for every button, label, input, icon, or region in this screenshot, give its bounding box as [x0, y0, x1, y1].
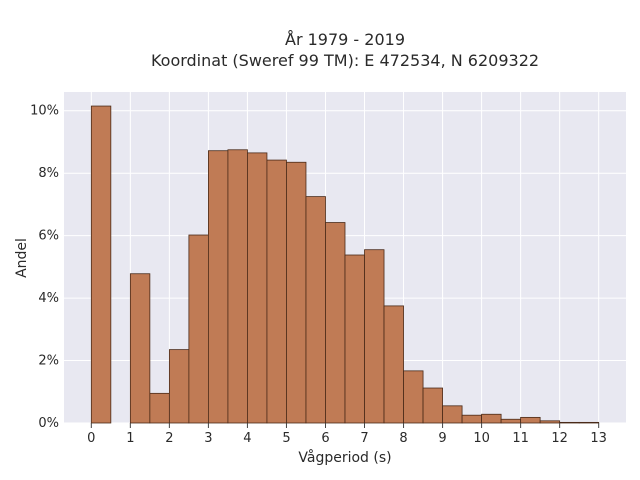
- histogram-bar: [90, 105, 112, 424]
- y-tick-label: 6%: [38, 229, 59, 244]
- histogram-bar: [520, 416, 541, 424]
- histogram-bar: [442, 405, 463, 424]
- histogram-bar: [559, 421, 580, 424]
- x-tick-label: 0: [87, 431, 95, 446]
- histogram-bar: [168, 349, 190, 424]
- histogram-bar: [422, 387, 443, 424]
- y-tick-label: 0%: [38, 416, 59, 431]
- x-tick-label: 6: [321, 431, 329, 446]
- histogram-bar: [286, 161, 307, 424]
- x-tick-label: 13: [590, 431, 607, 446]
- histogram-bar: [208, 150, 229, 424]
- x-axis-label: Vågperiod (s): [298, 449, 391, 466]
- x-tick-label: 5: [282, 431, 290, 446]
- histogram-bar: [539, 420, 561, 424]
- y-tick-label: 8%: [38, 166, 59, 181]
- x-tick-label: 1: [126, 431, 134, 446]
- histogram-bar: [266, 159, 287, 424]
- x-axis-ticks: 0 1 2 3 4 5 6 7 8 9 10 11 12 13: [87, 423, 607, 446]
- x-tick-label: 3: [204, 431, 212, 446]
- x-tick-label: 9: [438, 431, 446, 446]
- histogram-bar: [188, 234, 209, 424]
- histogram-bar: [149, 392, 170, 424]
- x-tick-label: 4: [243, 431, 251, 446]
- y-tick-label: 2%: [38, 354, 59, 369]
- y-axis-ticks: 0% 2% 4% 6% 8% 10%: [30, 104, 59, 431]
- y-tick-label: 4%: [38, 291, 59, 306]
- histogram-bar: [325, 222, 346, 424]
- histogram-bar: [129, 273, 151, 424]
- histogram-bar: [247, 152, 268, 424]
- chart-title-line2: Koordinat (Sweref 99 TM): E 472534, N 62…: [151, 51, 539, 70]
- histogram-bar: [344, 254, 365, 424]
- histogram-bar: [383, 305, 404, 424]
- chart-title-line1: År 1979 - 2019: [285, 30, 405, 49]
- x-tick-label: 10: [473, 431, 490, 446]
- x-tick-label: 2: [165, 431, 173, 446]
- histogram-bar: [500, 418, 522, 424]
- histogram-bar: [403, 370, 424, 424]
- histogram-bar: [364, 249, 385, 424]
- y-axis-label: Andel: [14, 238, 30, 278]
- bars-group: [90, 105, 600, 424]
- histogram-bar: [305, 196, 326, 424]
- x-tick-label: 12: [551, 431, 568, 446]
- histogram-bar: [227, 149, 248, 424]
- y-tick-label: 10%: [30, 104, 59, 119]
- histogram-bar: [461, 414, 482, 424]
- x-tick-label: 8: [399, 431, 407, 446]
- histogram-bar: [481, 413, 502, 424]
- x-tick-label: 7: [360, 431, 368, 446]
- x-tick-label: 11: [512, 431, 529, 446]
- histogram-bar: [578, 421, 600, 424]
